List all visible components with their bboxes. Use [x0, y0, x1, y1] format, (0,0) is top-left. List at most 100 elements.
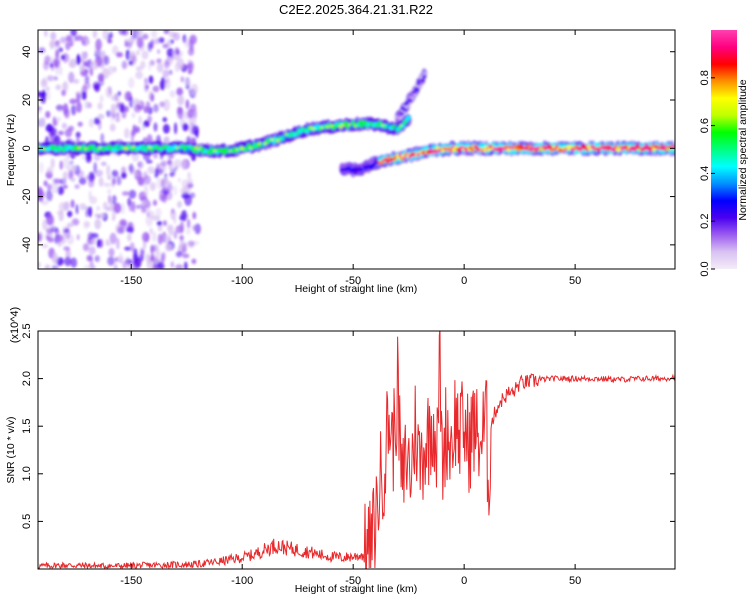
heatmap-cell: [405, 100, 410, 105]
heatmap-cell: [119, 219, 127, 227]
heatmap-cell: [116, 237, 120, 250]
heatmap-cell: [90, 256, 94, 268]
heatmap-cell: [75, 204, 79, 215]
heatmap-cell: [91, 233, 99, 239]
heatmap-cell: [141, 231, 150, 243]
spectrogram-xtick-label: 0: [461, 275, 467, 287]
heatmap-cell: [182, 253, 190, 259]
heatmap-cell: [192, 125, 199, 136]
heatmap-cell: [84, 75, 90, 84]
heatmap-cell: [166, 47, 174, 58]
spectrogram-xtick-label: -100: [231, 275, 253, 287]
heatmap-cell: [121, 61, 127, 70]
heatmap-cell: [181, 210, 188, 222]
heatmap-cell: [107, 39, 113, 44]
heatmap-cell: [43, 75, 47, 85]
heatmap-cell: [112, 177, 116, 186]
heatmap-cell: [55, 116, 62, 122]
heatmap-cell: [95, 169, 103, 177]
heatmap-cell: [93, 117, 100, 125]
heatmap-cell: [156, 62, 164, 73]
heatmap-cell: [64, 108, 70, 119]
heatmap-cell: [169, 90, 176, 98]
snr-frame: [37, 330, 676, 570]
heatmap-cell: [39, 190, 45, 199]
heatmap-cell: [359, 124, 364, 128]
heatmap-cell: [94, 213, 99, 218]
heatmap-cell: [175, 251, 183, 258]
heatmap-cell: [83, 264, 92, 269]
heatmap-cell: [154, 37, 160, 45]
heatmap-cell: [92, 236, 96, 246]
heatmap-cell: [95, 38, 102, 51]
heatmap-cell: [38, 47, 46, 54]
heatmap-cell: [111, 195, 117, 205]
spectrogram-frame: [37, 29, 676, 270]
heatmap-cell: [108, 65, 114, 76]
colorbar: 0.0 0.2 0.4 0.6 0.8 Normalized spectral ampl…: [699, 30, 749, 277]
heatmap-cell: [150, 93, 155, 102]
heatmap-cell: [295, 131, 300, 136]
heatmap-cell: [359, 167, 364, 172]
heatmap-cell: [56, 105, 64, 113]
heatmap-cell: [57, 130, 64, 136]
heatmap-cell: [399, 112, 404, 116]
heatmap-cell: [96, 239, 101, 248]
heatmap-cell: [151, 231, 157, 243]
heatmap-cell: [66, 222, 74, 228]
heatmap-cell: [75, 35, 83, 41]
heatmap-cell: [51, 264, 59, 269]
heatmap-cell: [142, 200, 147, 206]
heatmap-cell: [181, 159, 188, 171]
snr-ytick-label: 2.5: [21, 323, 33, 338]
heatmap-cell: [62, 184, 68, 189]
heatmap-cell: [152, 199, 158, 206]
heatmap-cell: [113, 66, 117, 73]
heatmap-cell: [185, 99, 190, 109]
heatmap-cell: [65, 42, 71, 51]
spectrogram-xlabel: Height of straight line (km): [295, 283, 418, 295]
snr-xlabel: Height of straight line (km): [295, 583, 418, 595]
snr-panel: -150 -100 -50 0 50 0.5 1.0 1.5 2.0 2.5 Height of …: [5, 307, 676, 595]
heatmap-cell: [106, 241, 113, 246]
heatmap-cell: [146, 211, 150, 217]
heatmap-cell: [73, 78, 80, 84]
snr-ylabel: SNR (10 * v/v): [5, 416, 17, 483]
heatmap-cell: [70, 199, 75, 209]
heatmap-cell: [147, 166, 155, 174]
heatmap-cell: [71, 218, 80, 226]
heatmap-cell: [163, 60, 170, 69]
heatmap-cell: [65, 34, 73, 43]
heatmap-cell: [173, 231, 178, 239]
heatmap-cell: [181, 242, 188, 253]
heatmap-cell: [68, 71, 75, 84]
heatmap-cell: [114, 93, 118, 102]
heatmap-cell: [181, 179, 189, 189]
heatmap-cell: [663, 144, 668, 149]
colorbar-tick-label: 0.6: [699, 118, 711, 133]
heatmap-cell: [168, 69, 173, 75]
heatmap-cell: [46, 166, 54, 175]
snr-series-line: [38, 331, 675, 569]
heatmap-cell: [148, 61, 152, 71]
heatmap-cell: [165, 243, 173, 252]
heatmap-cell: [487, 147, 492, 152]
heatmap-cell: [78, 177, 87, 185]
heatmap-cell: [88, 178, 95, 188]
heatmap-cell: [82, 52, 87, 60]
heatmap-cell: [55, 49, 60, 58]
heatmap-cell: [409, 93, 414, 98]
heatmap-cell: [62, 82, 68, 90]
heatmap-cell: [53, 76, 58, 81]
heatmap-cell: [181, 192, 189, 199]
snr-ytick-label: 0.5: [21, 514, 33, 529]
heatmap-cell: [160, 160, 168, 167]
heatmap-cell: [141, 207, 146, 214]
heatmap-cell: [118, 252, 123, 262]
heatmap-cell: [113, 263, 118, 269]
heatmap-cell: [38, 161, 44, 174]
heatmap-cell: [337, 122, 342, 126]
heatmap-cell: [96, 205, 101, 211]
heatmap-cell: [174, 122, 178, 135]
heatmap-cell: [176, 58, 185, 70]
